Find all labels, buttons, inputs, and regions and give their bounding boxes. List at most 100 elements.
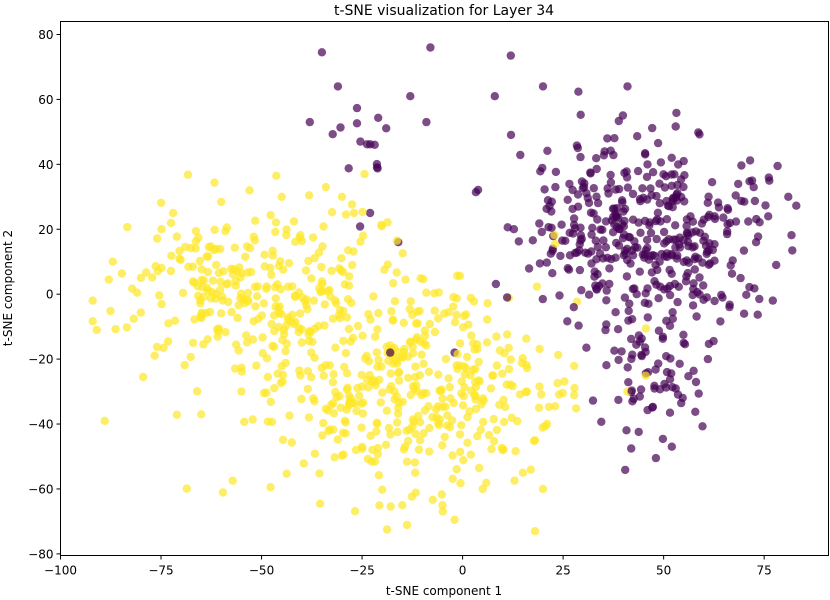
scatter-point bbox=[340, 362, 349, 372]
scatter-point bbox=[394, 368, 403, 378]
scatter-point bbox=[436, 386, 446, 396]
scatter-point bbox=[249, 232, 258, 241]
scatter-point bbox=[488, 371, 498, 380]
scatter-point bbox=[462, 352, 472, 362]
scatter-point bbox=[673, 297, 682, 307]
scatter-point bbox=[655, 179, 664, 188]
scatter-point bbox=[394, 376, 404, 385]
scatter-point bbox=[707, 178, 717, 187]
scatter-point bbox=[430, 289, 439, 298]
scatter-point bbox=[405, 304, 414, 314]
scatter-point bbox=[411, 488, 420, 497]
scatter-point bbox=[522, 334, 531, 343]
scatter-point bbox=[207, 287, 217, 297]
scatter-point bbox=[671, 122, 680, 131]
scatter-point bbox=[604, 189, 613, 198]
scatter-point bbox=[674, 160, 683, 169]
scatter-point bbox=[191, 237, 201, 246]
scatter-point bbox=[317, 277, 327, 286]
scatter-point bbox=[298, 293, 307, 302]
scatter-point bbox=[689, 366, 698, 375]
scatter-point bbox=[665, 265, 674, 275]
scatter-point bbox=[357, 423, 366, 432]
scatter-point bbox=[599, 151, 609, 160]
scatter-point bbox=[662, 215, 672, 224]
scatter-point bbox=[459, 456, 468, 465]
scatter-point bbox=[122, 323, 132, 332]
scatter-point bbox=[267, 319, 276, 329]
scatter-point bbox=[648, 403, 657, 412]
scatter-point bbox=[197, 275, 206, 285]
scatter-point bbox=[624, 378, 633, 387]
scatter-point bbox=[262, 388, 271, 397]
scatter-point bbox=[221, 226, 230, 236]
scatter-point bbox=[390, 297, 400, 306]
scatter-point bbox=[339, 450, 348, 459]
scatter-point bbox=[386, 502, 395, 511]
scatter-point bbox=[568, 229, 578, 238]
scatter-point bbox=[749, 183, 758, 192]
scatter-point bbox=[104, 275, 114, 284]
scatter-point bbox=[270, 283, 280, 292]
scatter-point bbox=[476, 425, 485, 434]
scatter-point bbox=[410, 458, 420, 467]
scatter-point bbox=[203, 267, 213, 277]
scatter-point bbox=[347, 200, 357, 209]
scatter-point bbox=[650, 277, 659, 286]
scatter-point bbox=[291, 292, 300, 302]
scatter-point bbox=[457, 421, 466, 430]
scatter-point bbox=[359, 231, 368, 240]
scatter-point bbox=[399, 318, 408, 327]
scatter-point bbox=[601, 325, 610, 335]
scatter-point bbox=[788, 246, 797, 255]
scatter-point bbox=[458, 401, 468, 410]
scatter-point bbox=[477, 400, 486, 409]
scatter-point bbox=[699, 281, 708, 290]
scatter-point bbox=[353, 383, 362, 393]
scatter-point bbox=[668, 314, 677, 323]
scatter-point bbox=[682, 221, 691, 231]
scatter-point bbox=[393, 427, 402, 437]
scatter-point bbox=[278, 435, 288, 445]
scatter-point bbox=[381, 440, 391, 449]
scatter-point bbox=[470, 390, 479, 399]
scatter-point bbox=[591, 236, 600, 245]
scatter-point bbox=[321, 182, 331, 192]
scatter-point bbox=[675, 359, 684, 368]
scatter-point bbox=[691, 377, 701, 387]
scatter-point bbox=[402, 457, 412, 466]
scatter-point bbox=[428, 495, 437, 504]
scatter-point bbox=[197, 308, 206, 318]
scatter-point bbox=[227, 307, 236, 317]
scatter-point bbox=[619, 222, 629, 231]
scatter-point bbox=[622, 167, 631, 176]
y-axis: −80 −60 −40 −20 0 20 40 60 80 bbox=[28, 28, 61, 561]
scatter-point bbox=[456, 447, 465, 457]
scatter-point bbox=[583, 193, 592, 203]
scatter-point bbox=[551, 167, 561, 177]
scatter-point bbox=[387, 381, 396, 391]
x-axis: −100 −75 −50 −25 0 25 50 75 bbox=[44, 555, 772, 578]
x-axis-label: t-SNE component 1 bbox=[386, 584, 502, 598]
scatter-point bbox=[580, 179, 589, 188]
scatter-point bbox=[332, 392, 341, 402]
scatter-point bbox=[507, 413, 516, 422]
scatter-point bbox=[416, 274, 425, 283]
scatter-point bbox=[662, 352, 671, 361]
scatter-point bbox=[276, 378, 286, 388]
scatter-point bbox=[688, 217, 698, 226]
scatter-point bbox=[627, 315, 637, 324]
scatter-point bbox=[575, 265, 585, 275]
scatter-point bbox=[653, 208, 663, 217]
scatter-point bbox=[117, 269, 127, 278]
scatter-point bbox=[655, 257, 664, 266]
scatter-point bbox=[645, 218, 654, 227]
scatter-point bbox=[303, 384, 312, 394]
scatter-point bbox=[343, 295, 353, 304]
x-tick-label: 75 bbox=[757, 564, 772, 578]
scatter-point bbox=[416, 436, 425, 445]
scatter-point bbox=[472, 340, 482, 349]
scatter-point bbox=[710, 256, 719, 265]
scatter-point bbox=[737, 196, 746, 206]
scatter-point bbox=[358, 409, 368, 418]
